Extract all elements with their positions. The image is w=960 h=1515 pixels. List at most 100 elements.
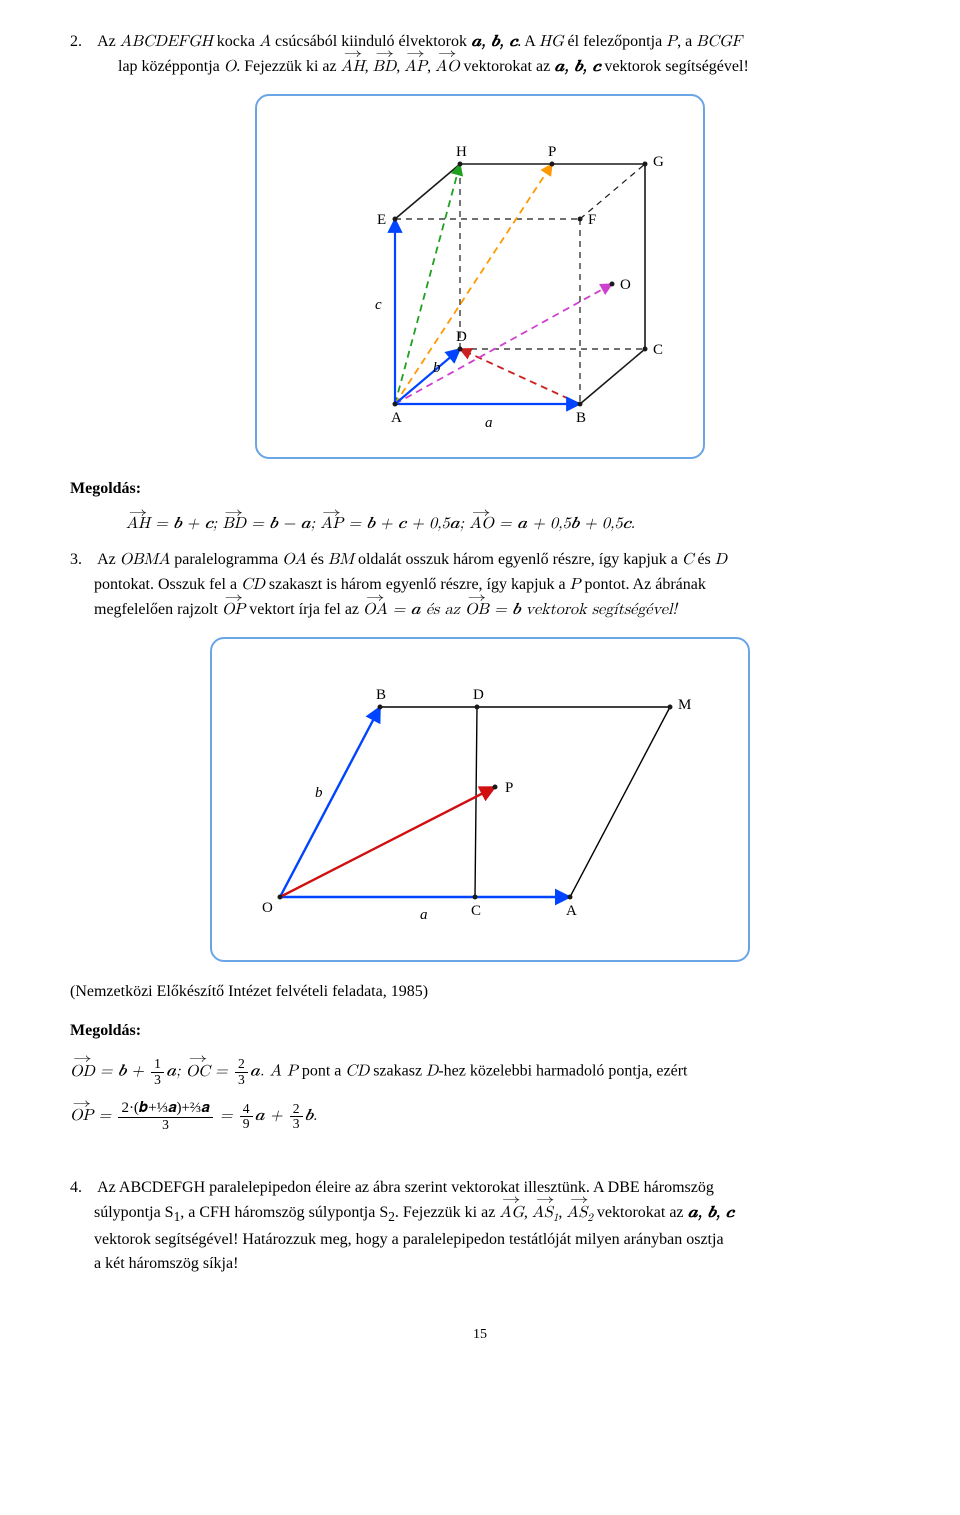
- eq3-bfd: 3: [118, 1118, 212, 1132]
- eq3-tail: -hez közelebbi harmadoló pontja, ezért: [438, 1063, 687, 1080]
- eq3-f23n: 2: [235, 1057, 248, 1072]
- p3-t-a: Az: [97, 551, 120, 568]
- p4-l2c: . Fejezzük ki az: [395, 1204, 499, 1221]
- eq2-1: = 𝒃 + 𝒄;: [150, 516, 222, 532]
- eq3-OP: OP: [70, 1104, 93, 1129]
- svg-text:D: D: [473, 687, 484, 703]
- eq3-bfn: 2·(𝒃+⅓𝒂)+⅔𝒂: [118, 1101, 212, 1118]
- eq3-opc: 𝒂 +: [255, 1108, 288, 1124]
- p2-O: O: [224, 59, 236, 75]
- p3-l3-d: = 𝒃 vektorok segítségével!: [489, 602, 677, 618]
- eq3-OD: OD: [70, 1060, 95, 1085]
- parallelogram-diagram: O A C B M D Pa b: [220, 647, 740, 947]
- eq3-f23n2: 2: [290, 1102, 303, 1117]
- p3-l3-c: = 𝒂 és az: [387, 602, 465, 618]
- eq2-AH: AH: [126, 515, 150, 534]
- p3-oa: OA: [282, 552, 306, 568]
- figure-cube-border: ABCDEFGHPOabc: [255, 94, 705, 459]
- eq3-f49d: 9: [240, 1117, 253, 1131]
- p4-l2a: súlypontja S: [94, 1204, 174, 1221]
- p3-t-b: paralelogramma: [170, 551, 282, 568]
- eq3-f13n: 1: [151, 1057, 164, 1072]
- svg-text:A: A: [391, 410, 402, 426]
- eq3-opd: 𝒃.: [305, 1108, 318, 1124]
- p2-AP: AP: [404, 55, 427, 80]
- p2-t-b: kocka: [213, 33, 259, 50]
- svg-text:C: C: [471, 903, 481, 919]
- p2-l2-a: lap középpontja: [118, 58, 224, 75]
- p4-AS1: AS1: [532, 1201, 559, 1228]
- p3-D: D: [715, 552, 727, 568]
- problem-3: 3. Az OBMA paralelogramma OA és BM oldal…: [70, 548, 890, 622]
- eq2-AP: AP: [320, 515, 343, 534]
- p2-t-f: , a: [677, 33, 696, 50]
- p2-t-d: . A: [517, 33, 539, 50]
- svg-text:O: O: [620, 277, 631, 293]
- p2-vecs: 𝒂, 𝒃, 𝒄: [471, 34, 517, 50]
- svg-text:a: a: [420, 907, 428, 923]
- eq3-P: P: [287, 1064, 298, 1080]
- eq3-oda: = 𝒃 +: [95, 1064, 149, 1080]
- p4-l2d: vektorokat az: [593, 1204, 688, 1221]
- p3-op: OP: [222, 598, 245, 623]
- p4-sub2: 2: [388, 1209, 395, 1224]
- cube-diagram: ABCDEFGHPOabc: [265, 104, 695, 444]
- svg-text:C: C: [653, 342, 663, 358]
- p3-oav: OA: [363, 598, 387, 623]
- eq-solution-2: AH = 𝒃 + 𝒄; BD = 𝒃 − 𝒂; AP = 𝒃 + 𝒄 + 0,5…: [126, 515, 890, 534]
- solution-label-2: Megoldás:: [70, 1019, 890, 1044]
- svg-text:B: B: [576, 410, 586, 426]
- p3-l2-b: szakaszt is három egyenlő részre, így ka…: [265, 576, 570, 593]
- svg-text:A: A: [566, 903, 577, 919]
- problem-2: 2. Az ABCDEFGH kocka A csúcsából kiindul…: [70, 30, 890, 80]
- p2-AO: AO: [435, 55, 459, 80]
- p2-cube: ABCDEFGH: [120, 34, 213, 50]
- svg-text:P: P: [505, 780, 513, 796]
- eq2-4: = 𝒂 + 0,5𝒃 + 0,5𝒄.: [494, 516, 635, 532]
- eq3-f49n: 4: [240, 1102, 253, 1117]
- eq2-AO: AO: [469, 515, 493, 534]
- eq-solution-3-line1: OD = 𝒃 + 13𝒂; OC = 23𝒂. A P pont a CD sz…: [70, 1057, 890, 1087]
- eq-solution-3-line2: OP = 2·(𝒃+⅓𝒂)+⅔𝒂3 = 49𝒂 + 23𝒃.: [70, 1101, 890, 1132]
- p4-AS2: AS2: [566, 1201, 593, 1228]
- svg-text:O: O: [262, 900, 273, 916]
- eq2-3: = 𝒃 + 𝒄 + 0,5𝒂;: [343, 516, 469, 532]
- page-number: 15: [70, 1327, 890, 1343]
- p2-t-a: Az: [97, 33, 120, 50]
- p3-l3-a: megfelelően rajzolt: [94, 601, 222, 618]
- eq3-D: D: [426, 1064, 438, 1080]
- svg-text:M: M: [678, 697, 691, 713]
- p4-number: 4.: [70, 1176, 94, 1201]
- eq3-opb: =: [215, 1108, 238, 1124]
- p3-C: C: [682, 552, 694, 568]
- p4-abc: 𝒂, 𝒃, 𝒄: [688, 1205, 734, 1221]
- p4-l1: Az ABCDEFGH paralelepipedon éleire az áb…: [97, 1179, 714, 1196]
- p3-l3-b: vektort írja fel az: [245, 601, 363, 618]
- p3-t-c: és: [307, 551, 328, 568]
- svg-text:P: P: [548, 144, 556, 160]
- p2-abc: 𝒂, 𝒃, 𝒄: [554, 59, 600, 75]
- eq3-f13d: 3: [151, 1073, 164, 1087]
- svg-text:D: D: [456, 329, 467, 345]
- figure-para-border: O A C B M D Pa b: [210, 637, 750, 962]
- svg-text:b: b: [315, 785, 323, 801]
- p2-P: P: [666, 34, 677, 50]
- p2-l2-c: vektorokat az: [460, 58, 555, 75]
- p2-l2-d: vektorok segítségével!: [600, 58, 748, 75]
- eq3-CD: CD: [345, 1064, 369, 1080]
- svg-text:B: B: [376, 687, 386, 703]
- figure-cube-wrap: ABCDEFGHPOabc: [70, 94, 890, 459]
- eq3-OC: OC: [186, 1060, 210, 1085]
- p2-number: 2.: [70, 30, 94, 55]
- p4-l3: vektorok segítségével! Határozzuk meg, h…: [94, 1231, 724, 1248]
- p3-number: 3.: [70, 548, 94, 573]
- eq2-BD: BD: [222, 515, 246, 534]
- p2-BD: BD: [373, 55, 397, 80]
- p3-l2-c: pontot. Az ábrának: [581, 576, 706, 593]
- problem-4: 4. Az ABCDEFGH paralelepipedon éleire az…: [70, 1176, 890, 1277]
- p2-A: A: [259, 34, 271, 50]
- eq3-ocb: 𝒂. A: [250, 1064, 287, 1080]
- eq3-mid2: szakasz: [369, 1063, 426, 1080]
- svg-text:c: c: [375, 297, 382, 313]
- p3-ob: OB: [465, 598, 489, 623]
